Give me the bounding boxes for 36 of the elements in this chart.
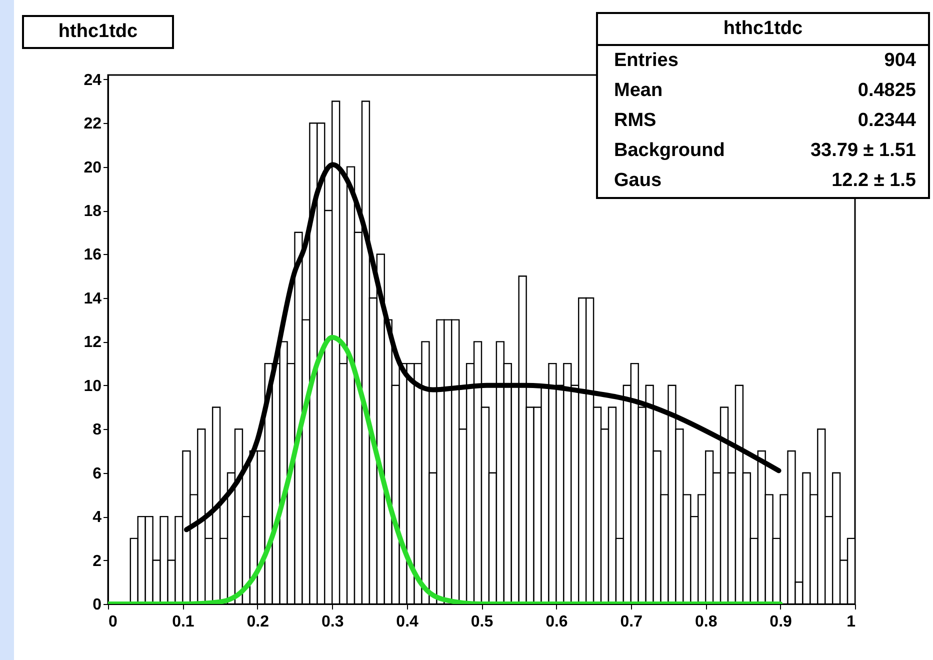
x-tick-label: 0.5 — [470, 614, 494, 630]
y-tick-label: 6 — [92, 465, 102, 482]
annotation: 33.79 ± 1.51 — [810, 139, 916, 163]
text: hthc1tdc — [598, 14, 928, 46]
x-tick-label: 0.7 — [620, 614, 643, 630]
annotation: RMS — [614, 109, 656, 133]
y-tick-label: 4 — [92, 509, 102, 526]
annotation: Background — [614, 139, 725, 163]
text: Entries — [614, 49, 678, 73]
y-tick-label: 10 — [84, 378, 102, 395]
y-tick-label: 14 — [84, 290, 102, 308]
text: 904 — [884, 49, 916, 73]
y-tick-label: 16 — [84, 246, 102, 264]
annotation: Mean — [614, 79, 663, 103]
x-tick-label: 0.1 — [172, 614, 194, 630]
annotation: 12.2 ± 1.5 — [832, 169, 916, 193]
y-tick-label: 0 — [92, 596, 102, 614]
chart-title: hthc1tdc — [22, 15, 174, 49]
x-tick-label: 0.8 — [694, 614, 718, 630]
y-tick-label: 24 — [84, 72, 102, 89]
x-tick-label: 1 — [846, 614, 856, 630]
y-tick-label: 22 — [84, 116, 102, 133]
text: 0.2344 — [858, 109, 916, 133]
x-tick-label: 0.4 — [396, 614, 419, 630]
y-tick-label: 20 — [84, 159, 102, 176]
x-tick-label: 0.3 — [321, 614, 344, 630]
y-tick-label: 2 — [92, 552, 102, 570]
x-tick-label: 0 — [108, 614, 118, 630]
y-tick-label: 12 — [84, 334, 102, 352]
x-tick-label: 0.9 — [770, 614, 792, 630]
annotation: Gaus — [614, 169, 662, 193]
text: 0.4825 — [858, 79, 916, 103]
y-tick-label: 18 — [84, 203, 102, 220]
y-tick-label: 8 — [92, 422, 102, 439]
x-tick-label: 0.6 — [546, 614, 568, 630]
x-tick-label: 0.2 — [246, 614, 270, 630]
